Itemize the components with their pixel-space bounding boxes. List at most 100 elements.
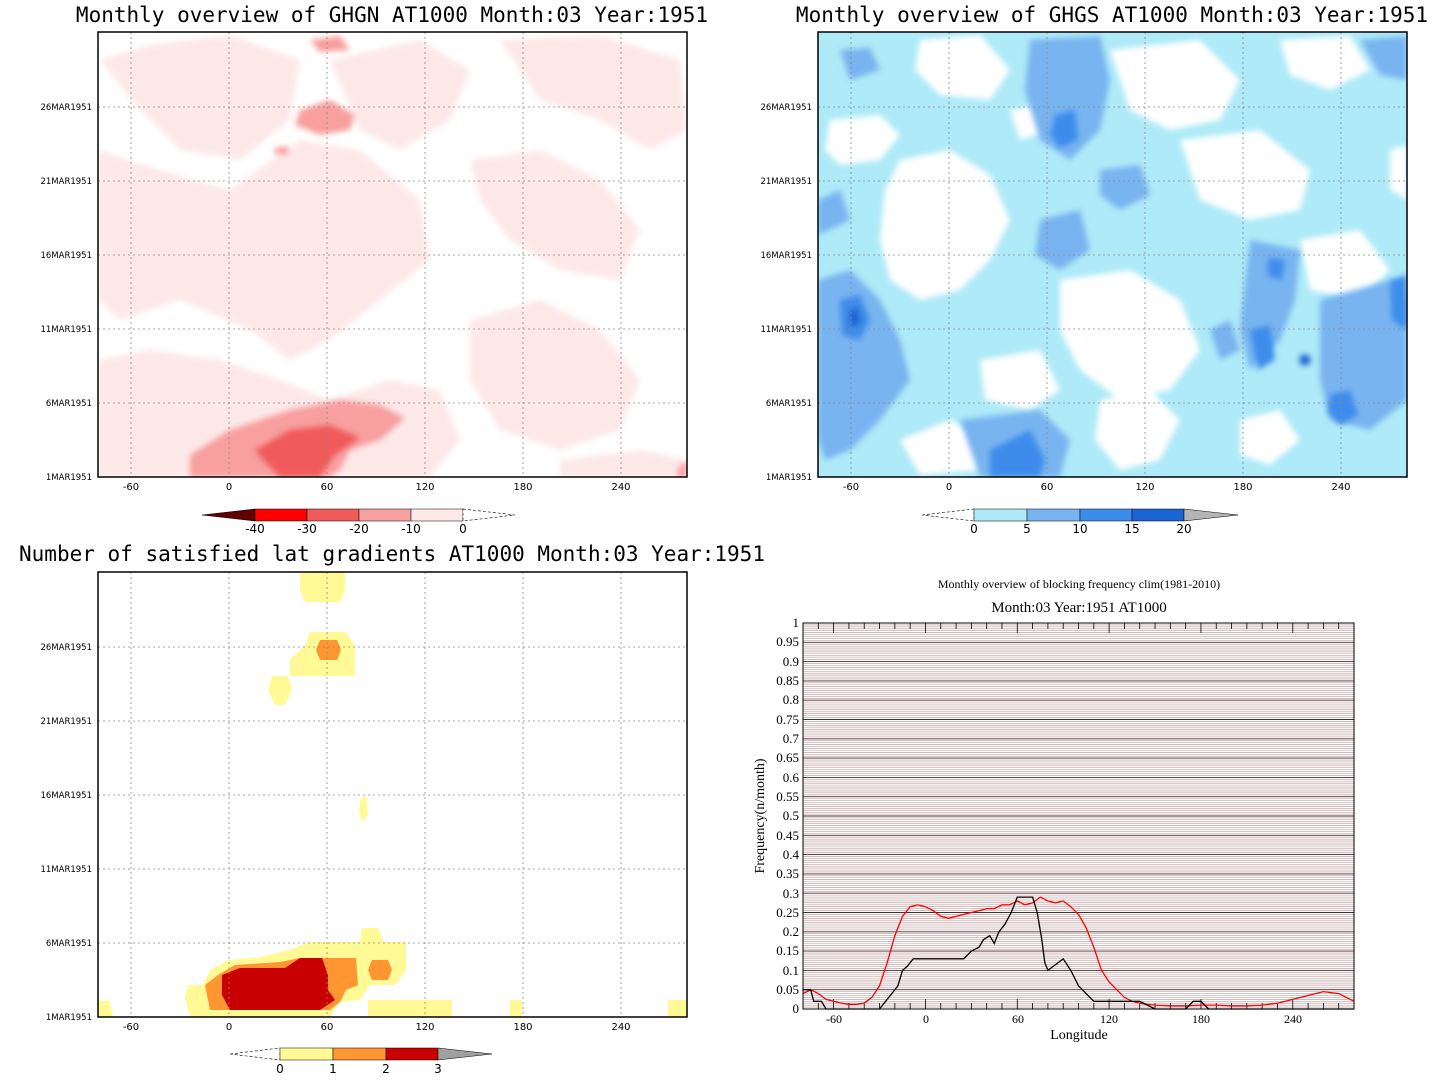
x-tick-label: 240 — [1284, 1012, 1302, 1026]
series-line-1 — [802, 896, 1355, 1007]
latgrad-field — [98, 572, 687, 1017]
y-tick-label: 6MAR1951 — [766, 399, 812, 409]
colorbar-swatch — [1026, 508, 1081, 522]
colorbar-swatch — [254, 508, 308, 522]
blocking-major-grid — [803, 641, 1354, 991]
y-tick-label: 0.7 — [783, 731, 800, 746]
ghgn-y-ticks: 1MAR1951 6MAR1951 11MAR1951 16MAR1951 21… — [40, 103, 92, 483]
colorbar-swatch — [462, 508, 516, 522]
x-tick-label: -60 — [843, 482, 859, 493]
blocking-y-ticks: 0 0.05 0.1 0.15 0.2 0.25 0.3 0.35 0.4 0.… — [776, 615, 799, 1016]
x-tick-label: 180 — [513, 1022, 532, 1033]
x-tick-label: 120 — [1135, 482, 1154, 493]
y-tick-label: 0.55 — [776, 789, 799, 804]
y-tick-label: 11MAR1951 — [760, 325, 812, 335]
y-tick-label: 0.65 — [776, 750, 799, 765]
colorbar-swatch — [358, 508, 412, 522]
y-tick-label: 0.05 — [776, 982, 799, 997]
colorbar-swatch — [437, 1047, 493, 1061]
colorbar-swatch — [332, 1047, 387, 1061]
ghgs-colorbar: 0 5 10 15 20 — [921, 508, 1239, 536]
y-tick-label: 26MAR1951 — [40, 643, 92, 653]
x-tick-label: 240 — [611, 482, 630, 493]
colorbar-label: 2 — [382, 1062, 390, 1076]
panel-ghgn: Monthly overview of GHGN AT1000 Month:03… — [40, 3, 708, 536]
x-tick-label: 0 — [226, 482, 232, 493]
colorbar-label: 10 — [1072, 522, 1087, 536]
blocking-frame — [802, 622, 1355, 1010]
blocking-x-axis-label: Longitude — [1050, 1028, 1108, 1043]
blocking-series — [802, 896, 1355, 1010]
x-tick-label: 120 — [415, 482, 434, 493]
colorbar-label: -40 — [245, 522, 265, 536]
colorbar-swatch — [385, 1047, 439, 1061]
ghgs-field — [818, 32, 1407, 477]
colorbar-swatch — [279, 1047, 334, 1061]
x-tick-label: 60 — [1041, 482, 1054, 493]
y-tick-label: 26MAR1951 — [40, 103, 92, 113]
ghgn-x-ticks: -60 0 60 120 180 240 — [123, 482, 631, 493]
blocking-subtitle: Month:03 Year:1951 AT1000 — [991, 600, 1166, 616]
x-tick-label: 180 — [513, 482, 532, 493]
blocking-minor-grid — [803, 624, 1354, 1008]
y-tick-label: 21MAR1951 — [40, 177, 92, 187]
y-tick-label: 1 — [793, 615, 800, 630]
y-tick-label: 0.9 — [783, 654, 799, 669]
y-tick-label: 0.1 — [783, 963, 799, 978]
ghgs-y-ticks: 1MAR1951 6MAR1951 11MAR1951 16MAR1951 21… — [760, 103, 812, 483]
y-tick-label: 6MAR1951 — [46, 399, 92, 409]
x-tick-label: 240 — [1331, 482, 1350, 493]
x-tick-label: 60 — [1012, 1012, 1024, 1026]
ghgn-field — [98, 32, 687, 477]
x-tick-label: 180 — [1233, 482, 1252, 493]
y-tick-label: 0.5 — [783, 808, 799, 823]
y-tick-label: 0.15 — [776, 943, 799, 958]
y-tick-label: 1MAR1951 — [46, 473, 92, 483]
latgrad-y-ticks: 1MAR1951 6MAR1951 11MAR1951 16MAR1951 21… — [40, 643, 92, 1023]
ghgs-x-ticks: -60 0 60 120 180 240 — [843, 482, 1351, 493]
y-tick-label: 0.3 — [783, 886, 799, 901]
y-tick-label: 0 — [793, 1001, 800, 1016]
y-tick-label: 0.95 — [776, 634, 799, 649]
colorbar-label: 1 — [329, 1062, 337, 1076]
latgrad-frame — [97, 571, 688, 1018]
latgrad-x-ticks: -60 0 60 120 180 240 — [123, 1022, 631, 1033]
x-tick-label: 120 — [415, 1022, 434, 1033]
colorbar-label: 3 — [434, 1062, 442, 1076]
y-tick-label: 26MAR1951 — [760, 103, 812, 113]
x-tick-label: 0 — [946, 482, 952, 493]
x-tick-label: 240 — [611, 1022, 630, 1033]
series-line-2 — [803, 896, 1354, 1010]
colorbar-swatch — [229, 1047, 281, 1061]
colorbar-swatch — [410, 508, 464, 522]
y-tick-label: 21MAR1951 — [760, 177, 812, 187]
ghgn-frame — [97, 31, 688, 478]
y-tick-label: 0.8 — [783, 692, 799, 707]
x-tick-label: 60 — [321, 482, 334, 493]
colorbar-label: 15 — [1124, 522, 1139, 536]
y-tick-label: 16MAR1951 — [40, 791, 92, 801]
y-tick-label: 0.35 — [776, 866, 799, 881]
y-tick-label: 0.4 — [783, 847, 800, 862]
x-tick-label: 180 — [1192, 1012, 1210, 1026]
colorbar-label: 5 — [1023, 522, 1031, 536]
blocking-x-ticks: -60 0 60 120 180 240 — [826, 1012, 1302, 1026]
x-tick-label: -60 — [123, 1022, 139, 1033]
x-tick-label: 0 — [923, 1012, 929, 1026]
colorbar-label: -10 — [401, 522, 421, 536]
y-tick-label: 16MAR1951 — [760, 251, 812, 261]
ghgn-colorbar: -40 -30 -20 -10 0 — [201, 508, 516, 536]
colorbar-swatch — [201, 508, 256, 522]
colorbar-swatch — [306, 508, 360, 522]
ghgs-title: Monthly overview of GHGS AT1000 Month:03… — [796, 3, 1428, 27]
panel-ghgs: Monthly overview of GHGS AT1000 Month:03… — [760, 3, 1428, 536]
latgrad-colorbar: 0 1 2 3 — [229, 1047, 493, 1076]
x-tick-label: 120 — [1100, 1012, 1118, 1026]
y-tick-label: 0.75 — [776, 712, 799, 727]
latgrad-title: Number of satisfied lat gradients AT1000… — [19, 542, 765, 566]
y-tick-label: 0.2 — [783, 924, 799, 939]
colorbar-label: -20 — [349, 522, 369, 536]
y-tick-label: 0.85 — [776, 673, 799, 688]
latgrad-grid — [98, 572, 687, 1017]
